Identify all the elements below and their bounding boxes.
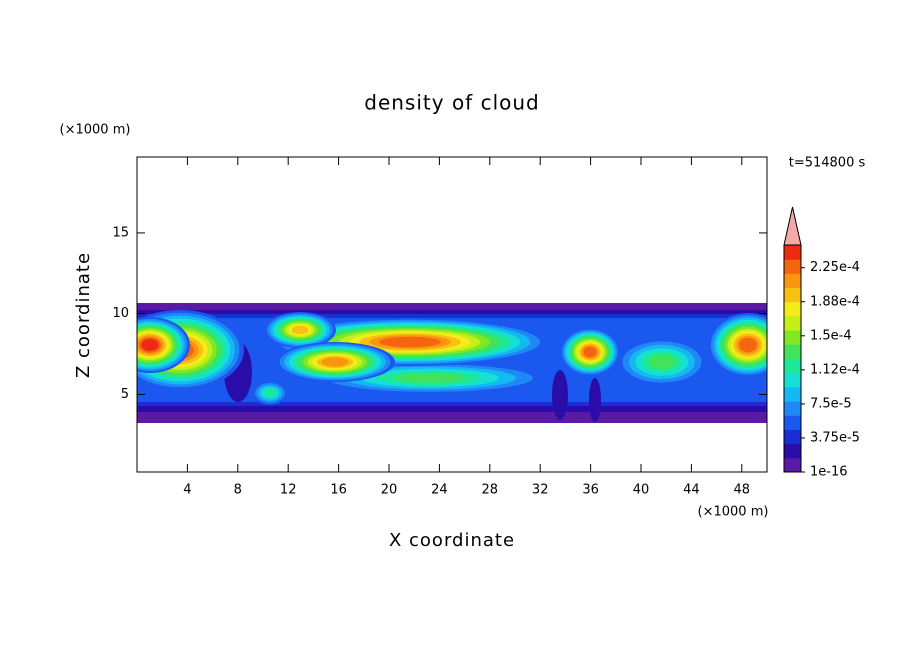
contour-hole [552,370,568,420]
colorbar-bin [784,386,801,402]
x-axis-label: X coordinate [389,530,515,551]
colorbar-tick-label: 1e-16 [810,465,848,480]
colorbar-tick-label: 1.5e-4 [810,328,852,343]
time-label: t=514800 s [789,156,866,171]
contour-level [739,337,757,353]
colorbar-bin [784,315,801,331]
y-axis-label: Z coordinate [73,252,94,378]
colorbar-bin [784,273,801,289]
colorbar-bin [784,372,801,388]
colorbar-bin [784,401,801,416]
contour-level [583,346,597,358]
colorbar-bin [784,301,801,317]
y-tick-label: 15 [112,225,129,240]
colorbar-bin [784,358,801,374]
contour-level [321,357,349,367]
x-tick-label: 20 [381,483,398,498]
colorbar-bin [784,457,801,473]
colorbar-bin [784,443,801,459]
colorbar-bin [784,344,801,359]
x-tick-label: 4 [183,483,191,498]
axes: 4 8 12 16 20 24 28 32 36 40 44 48510151e-163.75e-57… [112,156,860,498]
x-unit: (×1000 m) [698,505,769,520]
contour-level [291,325,309,335]
colorbar-bin [784,287,801,303]
colorbar-tick-label: 7.5e-5 [810,396,852,411]
contour-level [264,389,276,397]
y-tick-label: 5 [121,387,129,402]
colorbar-tick-label: 1.12e-4 [810,362,860,377]
x-tick-label: 36 [582,483,599,498]
contour-level [379,336,441,348]
x-tick-label: 28 [482,483,499,498]
y-tick-label: 10 [112,306,129,321]
colorbar-bin [784,259,801,274]
contour-level [395,373,465,383]
y-unit: (×1000 m) [60,123,131,138]
colorbar-bin [784,415,801,430]
colorbar-over [783,206,802,246]
x-tick-label: 40 [633,483,650,498]
contour-field [137,303,767,423]
x-tick-label: 48 [734,483,751,498]
colorbar-bin [784,330,801,345]
x-tick-label: 32 [532,483,549,498]
colorbar-bin [784,429,801,445]
x-tick-label: 24 [431,483,448,498]
plot-frame [136,156,768,473]
contour-level [141,338,159,352]
colorbar-tick-label: 2.25e-4 [810,260,860,275]
colorbar-tick-label: 1.88e-4 [810,294,860,309]
x-tick-label: 16 [330,483,347,498]
colorbar-bin [784,245,801,260]
x-tick-label: 12 [280,483,297,498]
colorbar-tick-label: 3.75e-5 [810,430,860,445]
x-tick-label: 44 [683,483,700,498]
contour-level [648,355,676,369]
x-tick-label: 8 [234,483,242,498]
contour-hole [589,378,601,422]
colorbar-frame [783,244,802,473]
chart-title: density of cloud [364,91,539,115]
